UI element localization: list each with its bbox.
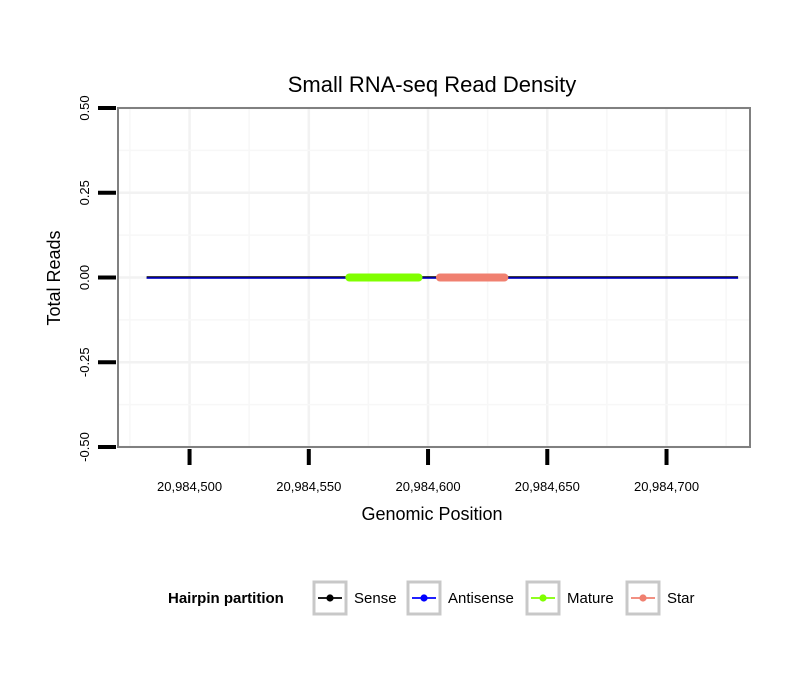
legend-key-point bbox=[326, 594, 334, 602]
chart-title: Small RNA-seq Read Density bbox=[288, 72, 577, 97]
series-layer bbox=[146, 273, 739, 282]
x-axis-title: Genomic Position bbox=[361, 504, 502, 524]
legend: Hairpin partition Sense Antisense Mature St… bbox=[168, 580, 695, 616]
legend-key-point bbox=[639, 594, 647, 602]
y-tick-label: -0.50 bbox=[77, 432, 92, 462]
y-tick-label: 0.00 bbox=[77, 265, 92, 290]
plot-border bbox=[117, 107, 751, 448]
x-tick-label: 20,984,650 bbox=[515, 479, 580, 494]
x-axis: 20,984,500 20,984,550 20,984,600 20,984,650… bbox=[157, 449, 699, 494]
y-tick-label: -0.25 bbox=[77, 347, 92, 377]
legend-label-mature: Mature bbox=[567, 590, 614, 607]
legend-title: Hairpin partition bbox=[168, 590, 284, 607]
legend-key-point bbox=[539, 594, 547, 602]
x-tick-label: 20,984,500 bbox=[157, 479, 222, 494]
legend-key-point bbox=[420, 594, 428, 602]
y-tick-label: 0.50 bbox=[77, 95, 92, 120]
x-tick-label: 20,984,550 bbox=[276, 479, 341, 494]
y-axis: 0.50 0.25 0.00 -0.25 -0.50 bbox=[77, 95, 116, 462]
y-axis-title: Total Reads bbox=[44, 230, 64, 325]
y-tick-label: 0.25 bbox=[77, 180, 92, 205]
x-tick-label: 20,984,600 bbox=[395, 479, 460, 494]
x-tick-label: 20,984,700 bbox=[634, 479, 699, 494]
legend-label-antisense: Antisense bbox=[448, 590, 514, 607]
legend-label-sense: Sense bbox=[354, 590, 397, 607]
legend-label-star: Star bbox=[667, 590, 695, 607]
